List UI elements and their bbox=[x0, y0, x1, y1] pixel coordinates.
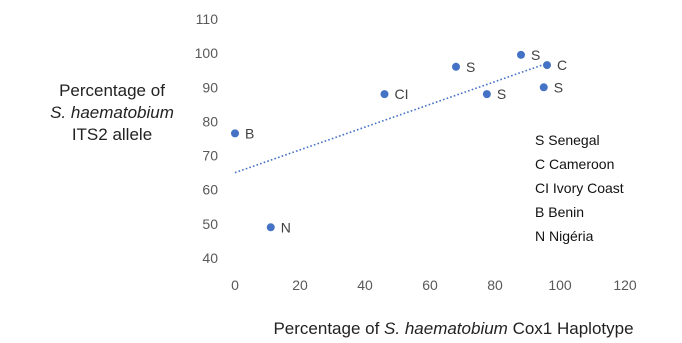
data-point-label: S bbox=[497, 86, 506, 102]
data-point-label: S bbox=[554, 79, 563, 95]
data-point bbox=[482, 90, 491, 99]
data-point-label: N bbox=[281, 219, 291, 235]
y-tick-label: 50 bbox=[202, 216, 218, 232]
data-point bbox=[452, 62, 460, 71]
data-point bbox=[266, 223, 275, 232]
legend-entry: N Nigéria bbox=[535, 228, 594, 244]
x-tick-label: 60 bbox=[422, 277, 438, 293]
x-tick-label: 80 bbox=[487, 277, 503, 293]
y-tick-label: 80 bbox=[202, 113, 218, 129]
y-axis-title-line2: S. haematobium bbox=[50, 103, 174, 122]
data-point bbox=[543, 61, 551, 70]
y-tick-label: 90 bbox=[202, 79, 218, 95]
legend: S Senegal C Cameroon CI Ivory Coast B Benin… bbox=[535, 132, 624, 244]
y-axis-ticks: 40 50 60 70 80 90 100 110 bbox=[195, 11, 219, 266]
y-axis-title: Percentage of S. haematobium ITS2 allele bbox=[12, 80, 212, 146]
data-point bbox=[539, 83, 548, 92]
data-point-label: S bbox=[466, 59, 475, 75]
x-tick-label: 120 bbox=[613, 277, 637, 293]
x-axis-title-part2: Cox1 Haplotype bbox=[507, 319, 634, 338]
x-axis-title: Percentage of S. haematobium Cox1 Haplot… bbox=[0, 318, 682, 340]
legend-entry: S Senegal bbox=[535, 132, 600, 148]
x-tick-label: 20 bbox=[292, 277, 308, 293]
trendline-group bbox=[234, 62, 548, 174]
legend-entry: B Benin bbox=[535, 204, 584, 220]
trendline bbox=[234, 62, 548, 174]
x-axis-title-part1: Percentage of bbox=[273, 319, 385, 338]
data-point-label: B bbox=[245, 125, 254, 141]
y-tick-label: 110 bbox=[196, 11, 219, 27]
legend-entry: CI Ivory Coast bbox=[535, 180, 624, 196]
y-axis-title-line3: ITS2 allele bbox=[71, 125, 153, 144]
data-point bbox=[380, 90, 389, 99]
y-tick-label: 40 bbox=[202, 250, 218, 266]
data-point-label: CI bbox=[395, 86, 409, 102]
x-tick-label: 40 bbox=[357, 277, 373, 293]
x-axis-ticks: 0 20 40 60 80 100 120 bbox=[231, 277, 637, 293]
x-tick-label: 0 bbox=[231, 277, 239, 293]
data-point-label: C bbox=[557, 57, 567, 73]
data-point bbox=[231, 129, 239, 138]
legend-entry: C Cameroon bbox=[535, 156, 614, 172]
x-tick-label: 100 bbox=[548, 277, 572, 293]
x-axis-title-italic: S. haematobium bbox=[384, 319, 508, 338]
y-axis-title-line1: Percentage of bbox=[59, 81, 165, 100]
data-point-label: S bbox=[531, 47, 540, 63]
y-tick-label: 70 bbox=[202, 148, 218, 164]
data-point bbox=[517, 50, 525, 59]
y-tick-label: 100 bbox=[195, 45, 219, 61]
y-tick-label: 60 bbox=[202, 182, 218, 198]
